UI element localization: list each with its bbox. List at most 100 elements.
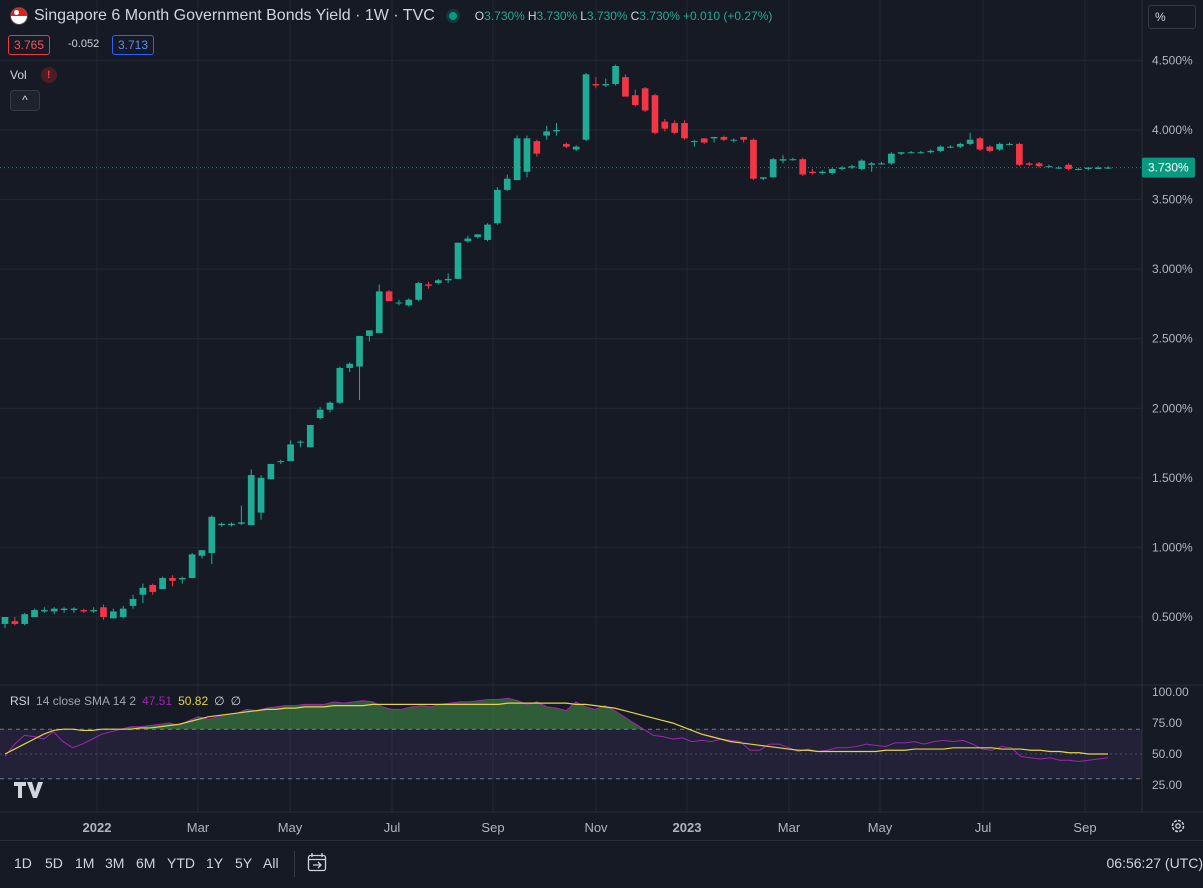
candle-body [740,136,747,140]
range-3m-button[interactable]: 3M [105,855,125,871]
tradingview-logo-icon[interactable] [14,780,46,798]
volume-warning-icon[interactable]: ! [40,67,57,83]
volume-label[interactable]: Vol [10,68,27,82]
market-status-icon[interactable] [448,12,457,20]
candle-body [956,143,964,147]
candle-body [366,330,373,336]
candle-body [700,138,708,143]
candle-body [228,523,235,526]
candle-body [917,152,925,154]
candle-body [484,224,491,240]
candle-body [789,159,797,161]
candle-body [464,238,472,242]
candle-body [651,95,659,133]
bottom-toolbar: 1D 5D 1M 3M 6M YTD 1Y 5Y All 06:56:27 (U… [0,840,1203,888]
range-all-button[interactable]: All [263,855,279,871]
rsi-sma-value: 50.82 [178,694,209,708]
scale-mode-button[interactable]: % [1148,5,1196,29]
candle-body [41,610,48,612]
x-tick-label: 2023 [673,820,702,835]
candle-body [494,189,501,224]
candle-body [828,168,836,174]
rsi-label[interactable]: RSI [10,694,31,708]
rsi-y-tick-label: 25.00 [1152,778,1182,792]
symbol-title[interactable]: Singapore 6 Month Government Bonds Yield… [34,7,435,24]
y-tick-label: 2.000% [1152,401,1193,415]
candle-body [1075,168,1082,170]
rsi-ext-1: ∅ [214,694,225,708]
candle-body [21,614,29,624]
clock-time[interactable]: 06:56:27 (UTC) [1106,855,1203,871]
chart-canvas[interactable]: 4.500% 4.000% 3.500% 3.000% 2.500% 2.000% 1.50… [0,0,1203,840]
candle-body [119,608,127,617]
candle-body [947,146,954,148]
candle-body [188,554,196,579]
candle-body [257,477,265,513]
range-ytd-button[interactable]: YTD [167,855,195,871]
candle-body [297,441,304,443]
buy-price-box[interactable]: 3.713 [112,35,155,55]
x-tick-label: 2022 [83,820,112,835]
range-1m-button[interactable]: 1M [75,855,95,871]
candle-body [622,77,629,97]
range-1d-button[interactable]: 1D [14,855,32,871]
rsi-y-tick-label: 100.00 [1152,685,1189,699]
y-tick-label: 0.500% [1152,610,1193,624]
candle-body [897,152,905,154]
range-5y-button[interactable]: 5Y [235,855,253,871]
candle-body [346,363,354,368]
candle-body [631,95,639,105]
close-value: 3.730% [639,9,680,23]
gear-icon[interactable] [1170,818,1186,834]
y-tick-label: 3.000% [1152,262,1193,276]
change-value: +0.010 (+0.27%) [682,9,773,23]
candle-body [779,159,787,161]
range-6m-button[interactable]: 6M [136,855,156,871]
candle-body [208,516,216,553]
range-1y-button[interactable]: 1Y [206,855,224,871]
candle-body [277,461,285,463]
candle-body [1025,163,1033,165]
open-value: 3.730% [484,9,525,23]
candle-body [405,299,413,306]
candle-body [454,242,462,279]
last-price-tag [1142,157,1195,178]
candle-body [809,171,816,174]
x-tick-label: May [278,820,303,835]
candle-body [306,424,314,448]
candle-body [129,598,137,606]
candle-body [425,284,432,286]
candle-body [109,611,117,619]
candle-body [198,550,206,556]
rsi-sma-line [4,702,1108,755]
candle-body [1035,163,1043,167]
candle-body [533,141,541,154]
candle-body [966,139,974,144]
candle-body [503,178,511,190]
candle-body [287,444,294,462]
candle-body [238,522,245,524]
candle-body [553,130,560,132]
candle-body [1104,167,1112,169]
candle-body [336,367,344,403]
candle-body [1045,166,1053,168]
candle-body [80,610,88,612]
candle-body [375,291,383,334]
collapse-legend-button[interactable]: ^ [10,90,40,111]
candle-body [50,608,58,612]
candle-body [149,584,157,592]
range-5d-button[interactable]: 5D [45,855,63,871]
candle-body [90,610,97,612]
date-range-icon[interactable] [307,852,327,872]
y-tick-label: 4.000% [1152,123,1193,137]
sell-price-box[interactable]: 3.765 [8,35,51,55]
x-tick-label: Jul [975,820,992,835]
chart-legend: Singapore 6 Month Government Bonds Yield… [10,6,775,26]
candle-body [878,163,885,165]
x-tick-label: Mar [187,820,210,835]
x-tick-label: Mar [778,820,801,835]
candle-body [1084,167,1092,169]
candle-body [996,143,1004,150]
y-tick-label: 3.500% [1152,193,1193,207]
singapore-flag-icon [10,7,28,25]
